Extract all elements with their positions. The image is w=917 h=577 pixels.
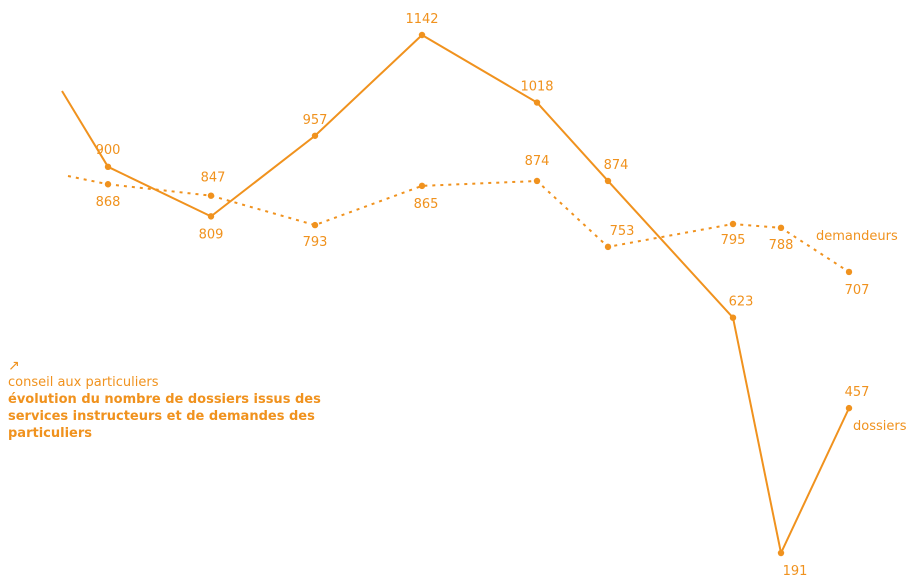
dossiers-value-label: 809	[199, 227, 224, 242]
arrow-icon: ↗	[8, 358, 20, 374]
dossiers-value-label: 900	[96, 143, 121, 158]
chart-caption: ↗ conseil aux particuliers évolution du …	[8, 358, 338, 442]
demandeurs-point	[604, 243, 612, 251]
demandeurs-series-label: demandeurs	[816, 229, 898, 244]
dossiers-value-label: 623	[729, 295, 754, 310]
demandeurs-value-label: 795	[721, 233, 746, 248]
dossiers-value-label: 457	[845, 385, 870, 400]
dossiers-value-label: 957	[303, 113, 328, 128]
chart-title: évolution du nombre de dossiers issus de…	[8, 392, 321, 441]
dossiers-value-label: 1018	[520, 80, 553, 95]
demandeurs-value-label: 753	[610, 224, 635, 239]
dossiers-point	[729, 314, 737, 321]
dossiers-point	[311, 132, 319, 139]
demandeurs-point	[729, 220, 737, 228]
demandeurs-value-label: 868	[96, 195, 121, 210]
demandeurs-point	[845, 268, 853, 276]
demandeurs-point	[777, 224, 785, 232]
demandeurs-value-label: 874	[525, 154, 550, 169]
chart-subtitle: conseil aux particuliers	[8, 375, 159, 390]
dossiers-entry-segment	[61, 90, 109, 168]
dossiers-point	[418, 31, 426, 39]
demandeurs-point	[418, 182, 426, 190]
demandeurs-value-label: 788	[769, 238, 794, 253]
dossiers-value-label: 1142	[405, 12, 438, 27]
dossiers-value-label: 874	[604, 158, 629, 173]
demandeurs-entry-segment	[67, 175, 109, 186]
dossiers-series-label: dossiers	[853, 419, 907, 434]
dossiers-value-label: 191	[783, 564, 808, 577]
demandeurs-value-label: 865	[414, 197, 439, 212]
demandeurs-point	[207, 192, 215, 199]
dossiers-point	[104, 163, 112, 171]
dossiers-point	[777, 549, 785, 557]
dossiers-point	[207, 213, 215, 220]
demandeurs-point	[104, 181, 112, 188]
dossiers-point	[533, 99, 541, 106]
demandeurs-point	[311, 221, 319, 229]
demandeurs-value-label: 847	[201, 171, 226, 186]
demandeurs-point	[533, 177, 541, 185]
demandeurs-value-label: 707	[845, 283, 870, 298]
dossiers-point	[604, 177, 612, 185]
dossiers-point	[845, 404, 853, 412]
demandeurs-value-label: 793	[303, 235, 328, 250]
